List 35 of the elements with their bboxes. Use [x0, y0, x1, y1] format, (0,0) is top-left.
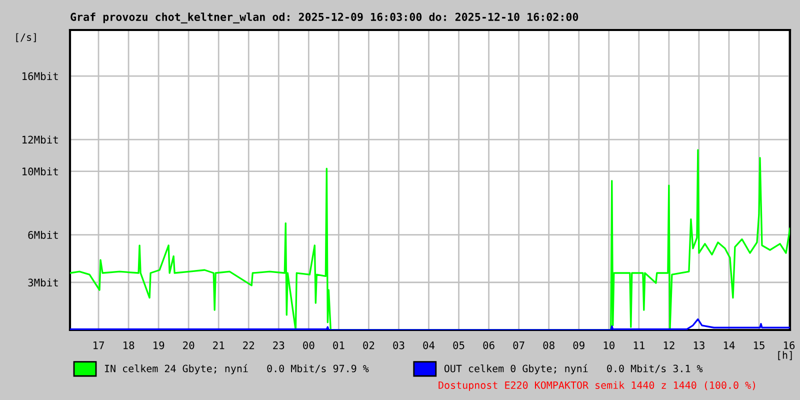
legend-label: OUT celkem 0 Gbyte; nyní 0.0 Mbit/s 3.1 % — [444, 364, 703, 374]
y-tick-label: 12Mbit — [22, 136, 58, 144]
text: Dostupnost E220 KOMPAKTOR semik 1440 z 1440 (100.0 %) — [438, 381, 756, 391]
x-tick-label: 12 — [664, 341, 674, 350]
x-tick-label: 16 — [784, 341, 795, 350]
x-axis-title: [h] — [778, 351, 792, 360]
x-tick-label: 02 — [363, 341, 374, 350]
chart-title: Graf provozu chot_keltner_wlan od: 2025-12-09 16:03:00 do: 2025-12-10 16:02:00 — [70, 12, 578, 24]
legend-label: IN celkem 24 Gbyte; nyní 0.0 Mbit/s 97.9 % — [104, 364, 369, 374]
y-tick-label: 10Mbit — [22, 167, 58, 176]
x-tick-label: 11 — [634, 341, 644, 350]
x-tick-label: 13 — [694, 341, 704, 350]
x-tick-label: 20 — [183, 341, 194, 350]
x-tick-label: 17 — [94, 341, 104, 350]
x-tick-label: 23 — [273, 341, 284, 350]
x-tick-label: 00 — [303, 341, 314, 350]
y-tick-label: 16Mbit — [22, 72, 58, 80]
x-tick-label: 10 — [604, 341, 614, 350]
x-tick-label: 07 — [513, 341, 524, 350]
x-tick-label: 14 — [724, 341, 735, 350]
x-tick-label: 08 — [543, 341, 554, 350]
x-tick-label: 19 — [154, 341, 164, 350]
y-tick-label: 6Mbit — [28, 230, 58, 239]
x-tick-label: 09 — [573, 341, 584, 350]
x-tick-label: 18 — [124, 341, 134, 350]
x-tick-label: 06 — [483, 341, 494, 350]
x-tick-label: 21 — [213, 341, 224, 350]
x-tick-label: 04 — [423, 341, 435, 350]
x-tick-label: 01 — [333, 341, 344, 350]
x-tick-label: 22 — [243, 341, 254, 350]
y-tick-label: 3Mbit — [28, 278, 58, 287]
x-tick-label: 05 — [453, 341, 464, 350]
x-tick-label: 03 — [393, 341, 404, 350]
y-axis-title: [/s] — [16, 33, 36, 42]
x-tick-label: 15 — [754, 341, 764, 350]
